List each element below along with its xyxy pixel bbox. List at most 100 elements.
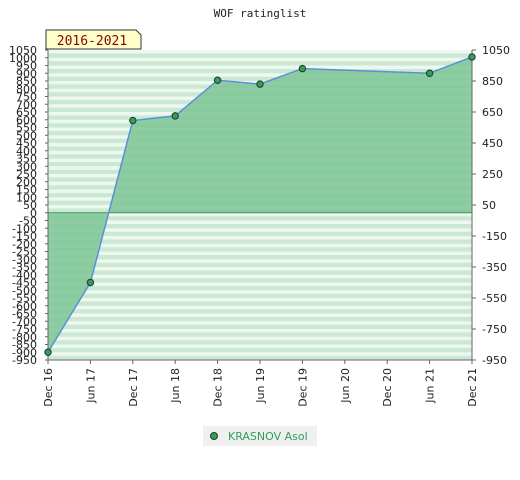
y-tick-label-left: 450 xyxy=(16,137,37,150)
x-tick-label: Dec 19 xyxy=(296,368,309,407)
y-tick-label-left: 1000 xyxy=(9,52,37,65)
y-tick-label-left: 1050 xyxy=(9,44,37,57)
y-tick-label-right: 650 xyxy=(482,106,503,119)
y-tick-label-left: -950 xyxy=(12,354,37,367)
y-tick-label-left: -400 xyxy=(12,269,37,282)
y-tick-label-left: -200 xyxy=(12,238,37,251)
period-label: 2016-2021 xyxy=(57,34,127,49)
grid-band xyxy=(48,239,472,244)
y-tick-label-left: 50 xyxy=(23,199,37,212)
y-tick-label-left: -550 xyxy=(12,292,37,305)
grid-band xyxy=(48,270,472,275)
y-tick-label-left: 550 xyxy=(16,122,37,135)
x-tick-label: Jun 21 xyxy=(424,368,437,404)
legend: KRASNOV Asol xyxy=(203,426,317,446)
y-tick-label-left: -900 xyxy=(12,346,37,359)
data-point xyxy=(256,80,264,88)
x-tick-label: Jun 20 xyxy=(339,368,352,404)
y-tick-label-left: -700 xyxy=(12,315,37,328)
y-tick-label-left: -100 xyxy=(12,222,37,235)
y-tick-label-left: 900 xyxy=(16,67,37,80)
y-tick-label-left: -800 xyxy=(12,331,37,344)
legend-entry: KRASNOV Asol xyxy=(228,430,308,443)
y-tick-label-left: 200 xyxy=(16,176,37,189)
grid-band xyxy=(48,285,472,291)
y-tick-label-left: -600 xyxy=(12,300,37,313)
grid-band xyxy=(48,216,472,221)
y-tick-label-left: -150 xyxy=(12,230,37,243)
x-tick-label: Dec 21 xyxy=(466,368,479,407)
x-tick-label: Jun 17 xyxy=(84,368,97,404)
y-tick-label-left: -650 xyxy=(12,308,37,321)
data-point xyxy=(44,348,52,356)
y-tick-label-left: 600 xyxy=(16,114,37,127)
x-tick-label: Dec 17 xyxy=(127,368,140,407)
y-tick-label-left: 750 xyxy=(16,91,37,104)
y-tick-label-left: 100 xyxy=(16,191,37,204)
grid-band xyxy=(48,53,472,58)
grid-band xyxy=(48,278,472,283)
data-markers xyxy=(44,53,476,356)
y-tick-label-right: 850 xyxy=(482,75,503,88)
y-axis-right: 1050 850 650 450 250 50 -150 -350 -550 -750 -950 xyxy=(472,44,510,367)
data-point xyxy=(298,64,307,73)
y-tick-label-right: 250 xyxy=(482,168,503,181)
x-tick-label: Dec 18 xyxy=(212,368,225,407)
x-tick-label: Dec 16 xyxy=(42,368,55,407)
y-tick-label-left: -850 xyxy=(12,339,37,352)
y-tick-label-left: 150 xyxy=(16,184,37,197)
y-tick-label-right: -950 xyxy=(482,354,507,367)
y-tick-label-right: -750 xyxy=(482,323,507,336)
y-tick-label-left: -450 xyxy=(12,277,37,290)
grid-band xyxy=(48,332,472,337)
grid-band xyxy=(48,262,472,267)
grid-band xyxy=(48,340,472,345)
period-badge-box xyxy=(45,29,142,50)
y-tick-label-right: -350 xyxy=(482,261,507,274)
y-tick-label-right: 1050 xyxy=(482,44,510,57)
y-tick-label-left: -50 xyxy=(19,215,37,228)
grid-band xyxy=(48,61,472,66)
grid-band xyxy=(48,254,472,260)
chart-title: WOF ratinglist xyxy=(214,7,307,20)
y-tick-label-left: -350 xyxy=(12,261,37,274)
x-tick-label: Jun 19 xyxy=(254,368,267,404)
y-tick-label-left: 250 xyxy=(16,168,37,181)
grid-band xyxy=(48,247,472,252)
y-tick-label-left: -300 xyxy=(12,253,37,266)
grid-band xyxy=(48,324,472,329)
y-tick-label-left: 800 xyxy=(16,83,37,96)
y-tick-label-left: 300 xyxy=(16,160,37,173)
y-tick-label-right: -550 xyxy=(482,292,507,305)
y-tick-label-right: 50 xyxy=(482,199,496,212)
y-tick-label-left: 400 xyxy=(16,145,37,158)
series-area xyxy=(48,56,472,353)
y-tick-label-left: 650 xyxy=(16,106,37,119)
data-point xyxy=(171,112,179,120)
data-point xyxy=(213,76,222,84)
y-tick-label-left: 500 xyxy=(16,129,37,142)
grid-band xyxy=(48,223,472,229)
data-point xyxy=(468,53,476,61)
grid-band xyxy=(48,301,472,306)
data-point xyxy=(425,69,434,77)
y-tick-label-left: 950 xyxy=(16,60,37,73)
grid-band xyxy=(48,68,472,74)
grid-band xyxy=(48,309,472,314)
legend-marker xyxy=(210,432,218,440)
x-tick-label: Dec 20 xyxy=(381,368,394,407)
data-point xyxy=(86,278,95,287)
grid-band xyxy=(48,347,472,353)
x-axis: Dec 16 Jun 17 Dec 17 Jun 18 Dec 18 Jun 19 Dec … xyxy=(42,360,479,407)
grid-band xyxy=(48,316,472,322)
y-tick-label-right: -150 xyxy=(482,230,507,243)
y-tick-label-left: -250 xyxy=(12,246,37,259)
y-tick-label-left: 0 xyxy=(30,207,37,220)
grid-band xyxy=(48,293,472,298)
y-tick-label-left: -750 xyxy=(12,323,37,336)
legend-box xyxy=(203,426,317,446)
y-tick-label-left: 700 xyxy=(16,98,37,111)
x-tick-label: Jun 18 xyxy=(169,368,182,404)
grid-band xyxy=(48,76,472,81)
